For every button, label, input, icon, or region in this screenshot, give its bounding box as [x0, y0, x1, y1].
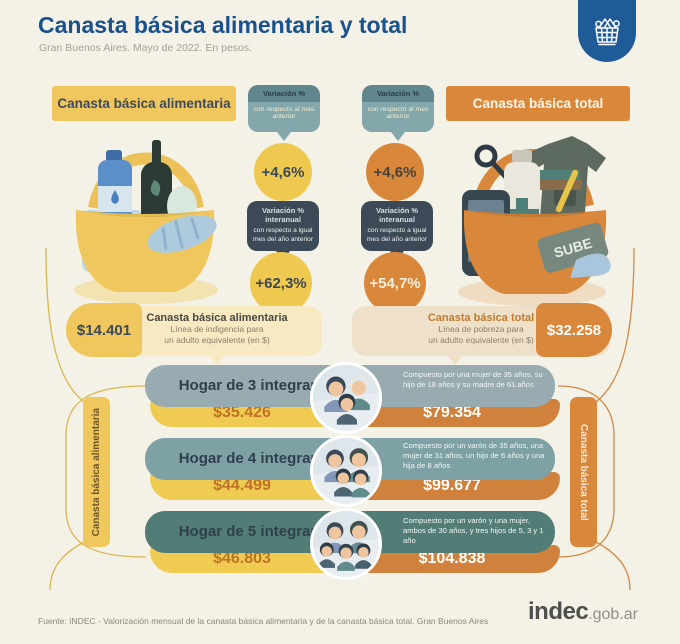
family-illustration: [310, 362, 382, 434]
household-composition: Compuesto por una mujer de 35 años, su h…: [403, 370, 543, 389]
cbt-interannual-value: +54,7%: [364, 252, 426, 314]
family-illustration: [310, 435, 382, 507]
variation-label: Variación %: [248, 85, 320, 102]
cba-column-header: Canasta básica alimentaria: [52, 86, 236, 121]
cba-amount: $35.426: [213, 404, 271, 421]
cba-box-line2: un adulto equivalente (en $): [164, 334, 270, 345]
household-size-label: Hogar de 4 integrantes: [178, 450, 342, 467]
page-subtitle: Gran Buenos Aires. Mayo de 2022. En peso…: [39, 42, 253, 54]
cba-monthly-value: +4,6%: [254, 143, 312, 201]
cba-monthly-variation-bubble: Variación % con respecto al mes anterior: [248, 85, 320, 141]
cba-axis-pill: Canasta básica alimentaria: [83, 397, 110, 547]
cbt-column-header: Canasta básica total: [446, 86, 630, 121]
cba-box-line1: Línea de indigencia para: [170, 324, 264, 334]
interannual-sublabel: con respecto a igual mes del año anterio…: [366, 227, 428, 243]
cbt-amount: $79.354: [423, 404, 481, 421]
cbt-interannual-variation-bubble: Variación % interanual con respecto a ig…: [361, 201, 433, 261]
variation-sublabel: con respecto al mes anterior: [248, 102, 320, 132]
cbt-box-line1: Línea de pobreza para: [438, 324, 524, 334]
indec-gob-ar-logo[interactable]: indec .gob.ar: [528, 598, 638, 626]
cbt-monthly-value: +4,6%: [366, 143, 424, 201]
variation-sublabel: con respecto al mes anterior: [362, 102, 434, 132]
source-note: Fuente: INDEC - Valorización mensual de …: [38, 616, 489, 626]
household-size-label: Hogar de 3 integrantes: [178, 377, 342, 394]
page-title: Canasta básica alimentaria y total: [38, 12, 408, 38]
cba-axis-label: Canasta básica alimentaria: [91, 407, 102, 537]
cbt-amount: $104.838: [418, 550, 486, 567]
cba-box-title: Canasta básica alimentaria: [146, 312, 288, 324]
interannual-sublabel: con respecto a igual mes del año anterio…: [252, 227, 314, 243]
cba-adult-box: Canasta básica alimentaria Línea de indi…: [112, 306, 322, 365]
cbt-axis-label: Canasta básica total: [578, 423, 589, 521]
food-basket-illustration: [74, 140, 218, 304]
shopping-basket-icon: [595, 18, 620, 46]
interannual-label: Variación % interanual: [261, 206, 305, 224]
logo-suffix: .gob.ar: [588, 606, 638, 623]
cba-amount: $44.499: [213, 477, 271, 494]
cba-interannual-value: +62,3%: [250, 252, 312, 314]
cbt-amount: $99.677: [423, 477, 481, 494]
sneaker-icon: [570, 253, 611, 278]
variation-label: Variación %: [362, 85, 434, 102]
cba-interannual-variation-bubble: Variación % interanual con respecto a ig…: [247, 201, 319, 261]
household-composition: Compuesto por un varón de 35 años, una m…: [403, 441, 545, 470]
household-composition: Compuesto por un varón y una mujer, ambo…: [403, 516, 544, 545]
cbt-monthly-variation-bubble: Variación % con respecto al mes anterior: [362, 85, 434, 141]
logo-main: indec: [528, 598, 589, 625]
interannual-label: Variación % interanual: [375, 206, 419, 224]
total-basket-illustration: SUBE: [458, 136, 611, 306]
indec-logo-badge: [578, 0, 636, 62]
wine-bottle-icon: [141, 140, 172, 230]
family-illustration: [310, 508, 382, 580]
cbt-box-title: Canasta básica total: [427, 312, 535, 324]
cba-adult-amount: $14.401: [66, 303, 142, 357]
household-size-label: Hogar de 5 integrantes: [178, 523, 342, 540]
cbt-box-line2: un adulto equivalente (en $): [428, 334, 534, 345]
pencil-icon: [555, 169, 579, 213]
bread-icon: [147, 215, 217, 253]
cba-amount: $46.803: [213, 550, 271, 567]
cbt-adult-amount: $32.258: [536, 303, 612, 357]
cbt-axis-pill: Canasta básica total: [570, 397, 597, 547]
